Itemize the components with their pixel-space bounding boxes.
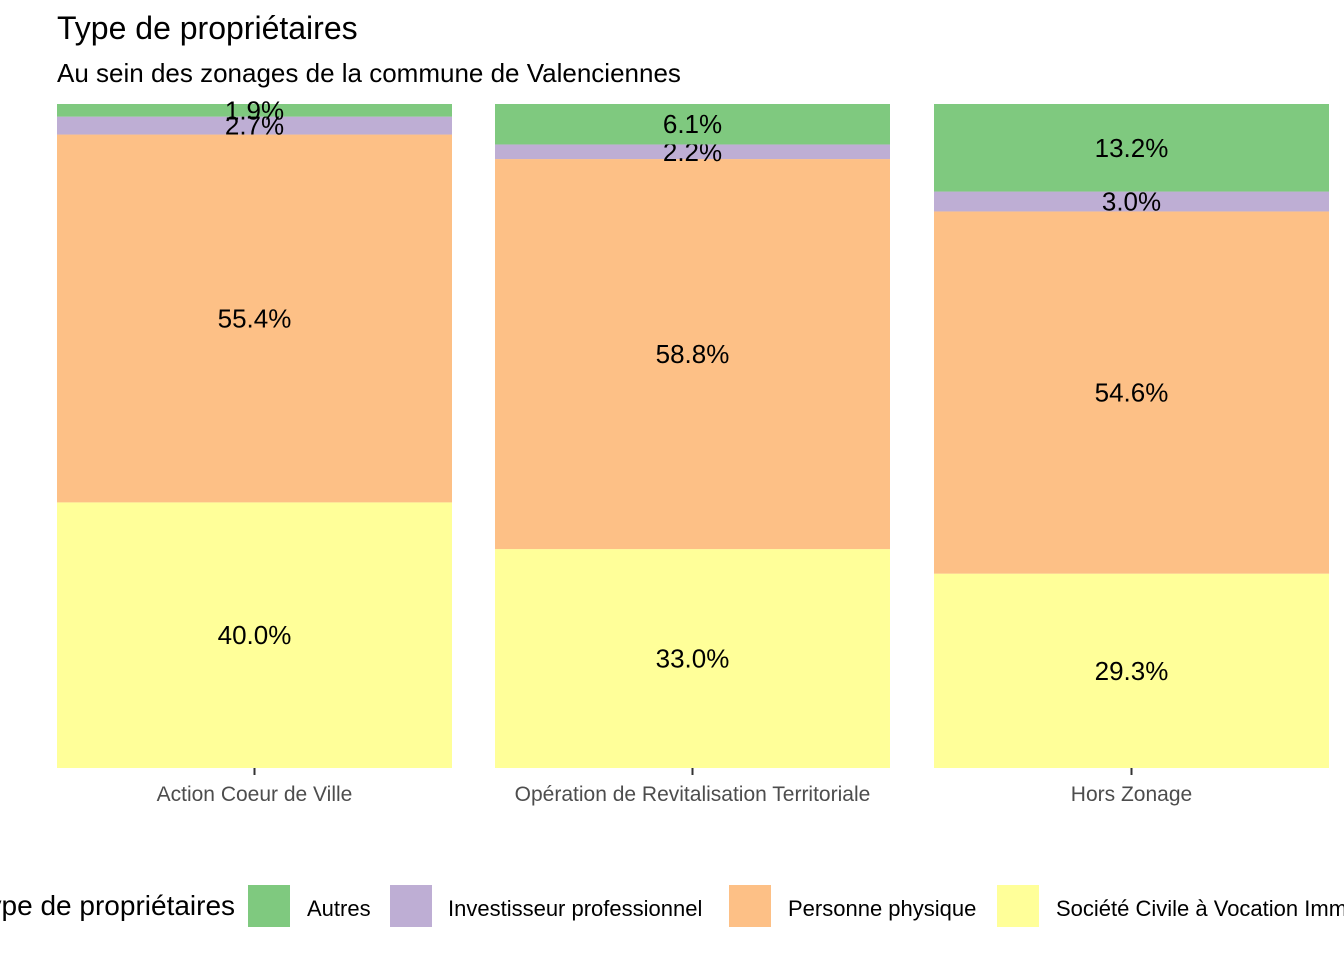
data-label: 29.3% bbox=[1095, 656, 1169, 686]
chart-title: Type de propriétaires bbox=[57, 10, 358, 46]
bar-segment bbox=[934, 191, 1329, 212]
legend-key bbox=[728, 884, 772, 928]
legend-label: Société Civile à Vocation Imm bbox=[1056, 896, 1344, 921]
bar-segment bbox=[495, 144, 890, 160]
bar-segment bbox=[57, 134, 452, 503]
data-label: 58.8% bbox=[656, 339, 730, 369]
legend-key bbox=[389, 884, 433, 928]
data-label: 13.2% bbox=[1095, 133, 1169, 163]
bar-segment bbox=[495, 104, 890, 145]
legend-label: Investisseur professionnel bbox=[448, 896, 703, 921]
data-label: 55.4% bbox=[218, 303, 292, 333]
legend-label: Autres bbox=[307, 896, 371, 921]
bar-segment bbox=[934, 573, 1329, 768]
chart-subtitle: Au sein des zonages de la commune de Val… bbox=[57, 58, 681, 88]
data-label: 54.6% bbox=[1095, 378, 1169, 408]
data-label: 40.0% bbox=[218, 620, 292, 650]
legend-title: Type de propriétaires bbox=[0, 890, 236, 921]
bar-segment bbox=[57, 104, 452, 117]
data-label: 33.0% bbox=[656, 644, 730, 674]
bar-segment bbox=[57, 116, 452, 135]
data-label: 1.9% bbox=[225, 95, 284, 125]
x-tick-label: Hors Zonage bbox=[1071, 783, 1192, 806]
bar-segment bbox=[934, 211, 1329, 574]
x-tick-label: Action Coeur de Ville bbox=[157, 783, 353, 806]
bar-segment bbox=[495, 159, 890, 550]
legend-key bbox=[996, 884, 1040, 928]
legend: Type de propriétaires Autres Investisseur… bbox=[0, 884, 1344, 930]
legend-key bbox=[247, 884, 291, 928]
x-tick-label: Opération de Revitalisation Territoriale bbox=[515, 783, 871, 806]
bar-segment bbox=[934, 104, 1329, 192]
legend-label: Personne physique bbox=[788, 896, 977, 921]
bar-segment bbox=[57, 502, 452, 768]
bar-segment bbox=[495, 549, 890, 768]
data-label: 6.1% bbox=[663, 109, 722, 139]
chart-plot-area: 40.0%55.4%2.7%1.9%Action Coeur de Ville3… bbox=[57, 95, 1329, 806]
